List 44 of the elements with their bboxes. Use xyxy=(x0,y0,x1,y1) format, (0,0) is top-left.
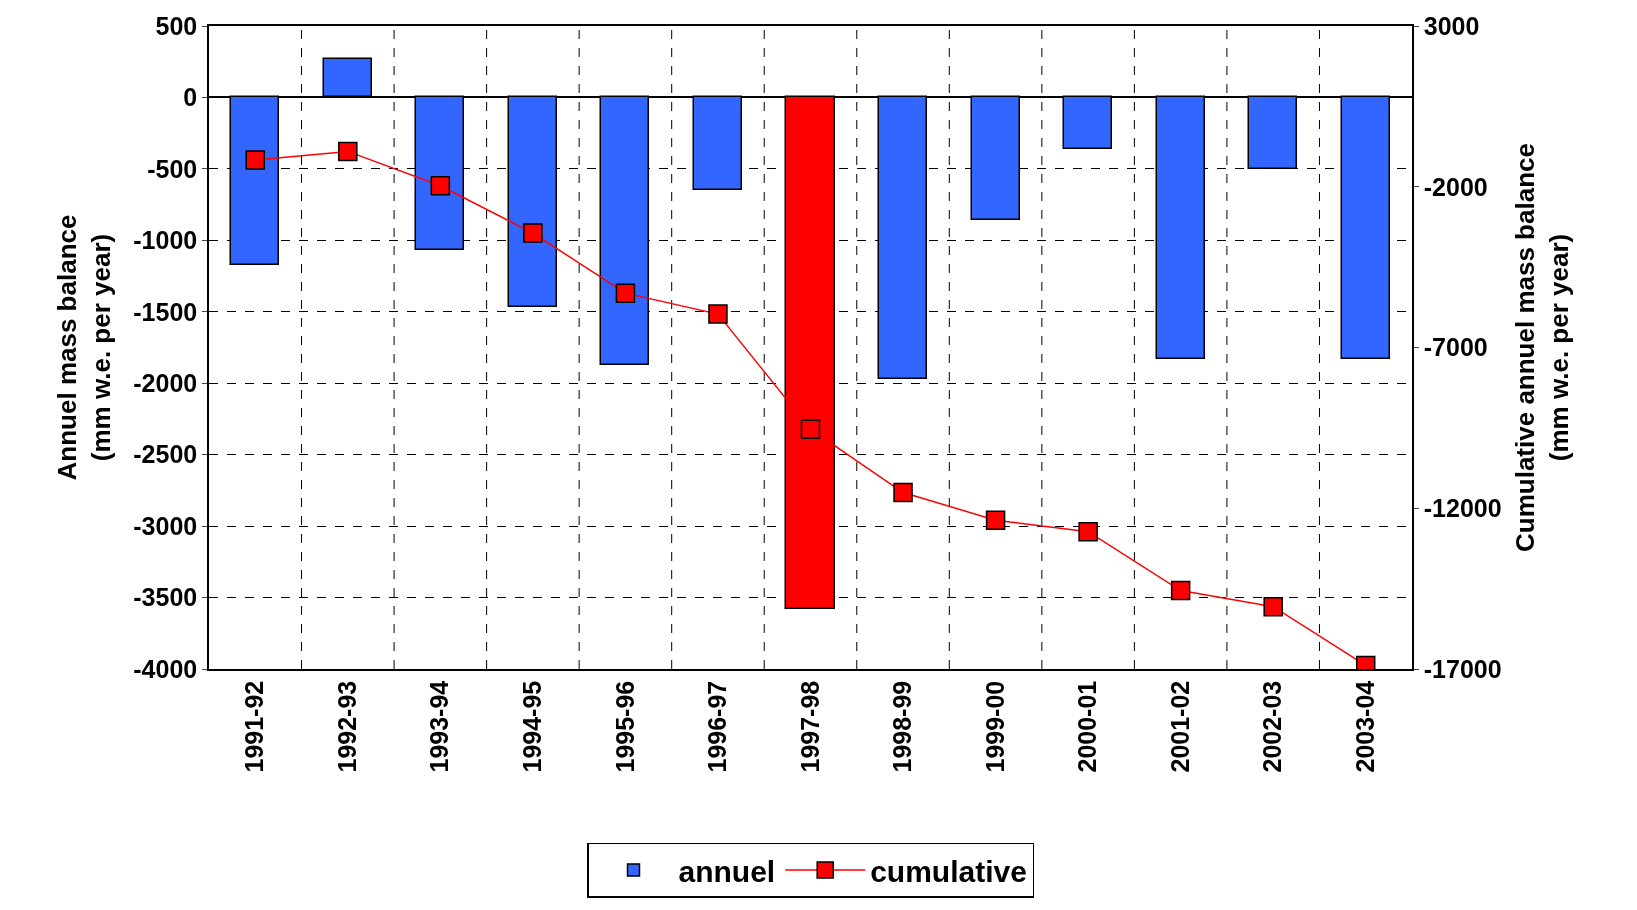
x-tick-label: 1994-95 xyxy=(518,680,547,773)
point xyxy=(615,283,636,303)
x-tick-label: 1993-94 xyxy=(425,680,454,773)
x-tick-label: 1991-92 xyxy=(240,680,269,773)
y2-tick-label: -17000 xyxy=(1423,654,1502,683)
x-tick-label: 1992-93 xyxy=(332,680,361,773)
y-tick-label: -500 xyxy=(147,154,198,183)
legend-label: annuel xyxy=(678,854,776,888)
y2-tick-label: 3000 xyxy=(1423,11,1480,40)
y-tick-label: -2000 xyxy=(133,368,198,397)
y2-tick-label: -7000 xyxy=(1423,333,1488,362)
point xyxy=(1170,580,1191,601)
y2-tick-label: -2000 xyxy=(1423,172,1488,201)
y2-axis-title: Cumulative annuel mass balance (mm w.e. per year) xyxy=(1509,143,1574,552)
point xyxy=(800,419,821,439)
x-tick-label: 2001-02 xyxy=(1165,680,1194,773)
x-tick-label: 2002-03 xyxy=(1258,680,1287,773)
point xyxy=(245,150,266,170)
x-tick-label: 2000-01 xyxy=(1073,680,1102,773)
point xyxy=(985,510,1006,530)
point xyxy=(338,141,358,162)
x-tick-label: 1995-96 xyxy=(610,680,639,773)
y2-tick-label: -12000 xyxy=(1423,494,1502,522)
point xyxy=(430,176,451,196)
x-tick-label: 1998-99 xyxy=(888,680,917,773)
y-axis-title: Annuel mass balance (mm w.e. per year) xyxy=(52,214,117,481)
y-tick-label: -4000 xyxy=(133,654,198,683)
y-tick-label: -2500 xyxy=(133,440,198,469)
point xyxy=(523,223,543,243)
y-tick-label: -1000 xyxy=(133,226,198,255)
point xyxy=(708,304,728,324)
point xyxy=(1078,521,1098,542)
y-tick-label: 0 xyxy=(183,83,198,112)
point xyxy=(1263,596,1283,617)
point xyxy=(893,482,913,503)
x-tick-label: 2003-04 xyxy=(1350,680,1379,773)
x-tick-label: 1996-97 xyxy=(703,680,732,773)
y-tick-label: -3000 xyxy=(133,511,198,540)
x-tick-label: 1997-98 xyxy=(795,680,824,773)
y-tick-label: -1500 xyxy=(133,297,198,326)
y-tick-label: -3500 xyxy=(133,583,198,612)
x-tick-label: 1999-00 xyxy=(980,680,1009,773)
y-tick-label: 500 xyxy=(155,11,198,40)
legend-label: cumulative xyxy=(870,854,1027,888)
